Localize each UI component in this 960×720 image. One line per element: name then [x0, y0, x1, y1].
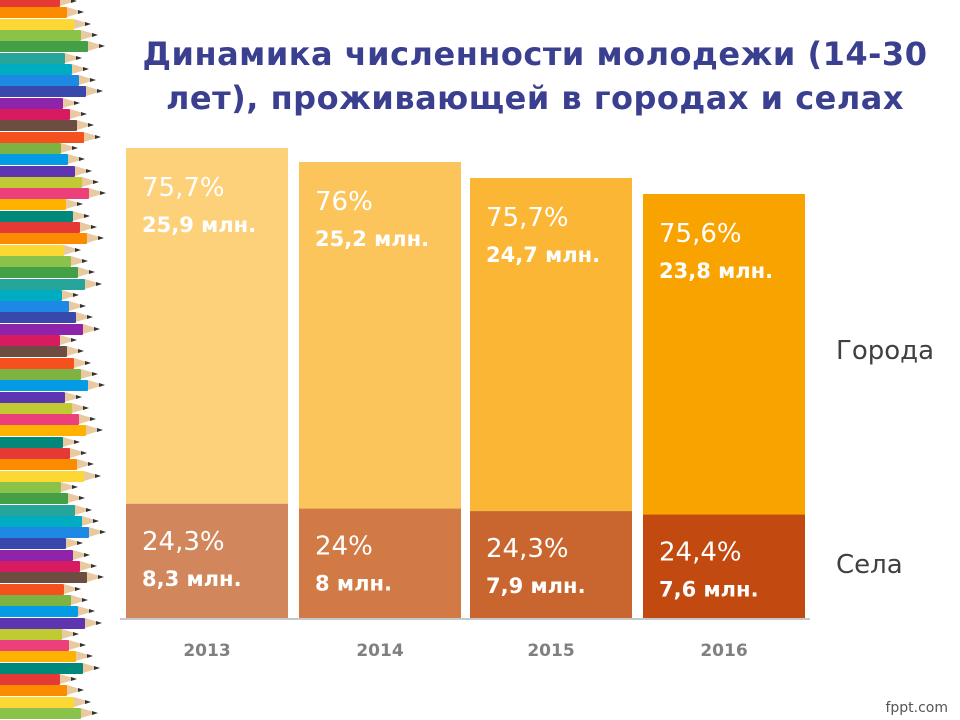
- bar-segment-sela: [126, 503, 288, 618]
- data-label-sela-percent: 24,3%: [486, 534, 569, 564]
- data-label-goroda-percent: 75,7%: [142, 173, 225, 203]
- bar-segment-goroda: [643, 194, 805, 515]
- legend-label-sela: Села: [836, 550, 903, 580]
- data-label-goroda-value: 23,8 млн.: [659, 259, 773, 283]
- footer-logo: fppt.com: [885, 700, 948, 716]
- data-label-sela-percent: 24%: [315, 532, 373, 562]
- x-tick-label: 2016: [700, 641, 747, 661]
- data-label-sela-percent: 24,3%: [142, 527, 225, 557]
- data-label-goroda-percent: 75,6%: [659, 219, 742, 249]
- data-label-sela-value: 7,6 млн.: [659, 578, 759, 602]
- stacked-bar-chart: 75,7% 25,9 млн. 24,3% 8,3 млн. 2013 76% 25,2 м…: [120, 148, 810, 661]
- x-tick-label: 2015: [527, 641, 574, 661]
- bar-segment-sela: [299, 508, 461, 618]
- bar-segment-sela: [643, 514, 805, 618]
- data-label-sela-value: 8,3 млн.: [142, 567, 242, 591]
- x-tick-label: 2014: [356, 641, 403, 661]
- data-label-sela-value: 7,9 млн.: [486, 574, 586, 598]
- bar-segment-goroda: [126, 148, 288, 504]
- data-label-goroda-value: 25,2 млн.: [315, 227, 429, 251]
- x-tick-label: 2013: [183, 641, 230, 661]
- data-label-goroda-value: 24,7 млн.: [486, 243, 600, 267]
- bar-segment-sela: [470, 511, 632, 618]
- slide-title: Динамика численности молодежи (14-30 лет…: [142, 35, 928, 117]
- bar-segment-goroda: [470, 178, 632, 512]
- bar-segment-goroda: [299, 162, 461, 509]
- legend-label-goroda: Города: [836, 336, 935, 366]
- data-label-sela-percent: 24,4%: [659, 538, 742, 568]
- data-label-goroda-value: 25,9 млн.: [142, 213, 256, 237]
- data-label-sela-value: 8 млн.: [315, 572, 392, 596]
- data-label-goroda-percent: 75,7%: [486, 203, 569, 233]
- chart-area: 75,7% 25,9 млн. 24,3% 8,3 млн. 2013 76% 25,2 м…: [112, 118, 960, 698]
- pencils-decoration: [0, 0, 112, 720]
- data-label-goroda-percent: 76%: [315, 187, 373, 217]
